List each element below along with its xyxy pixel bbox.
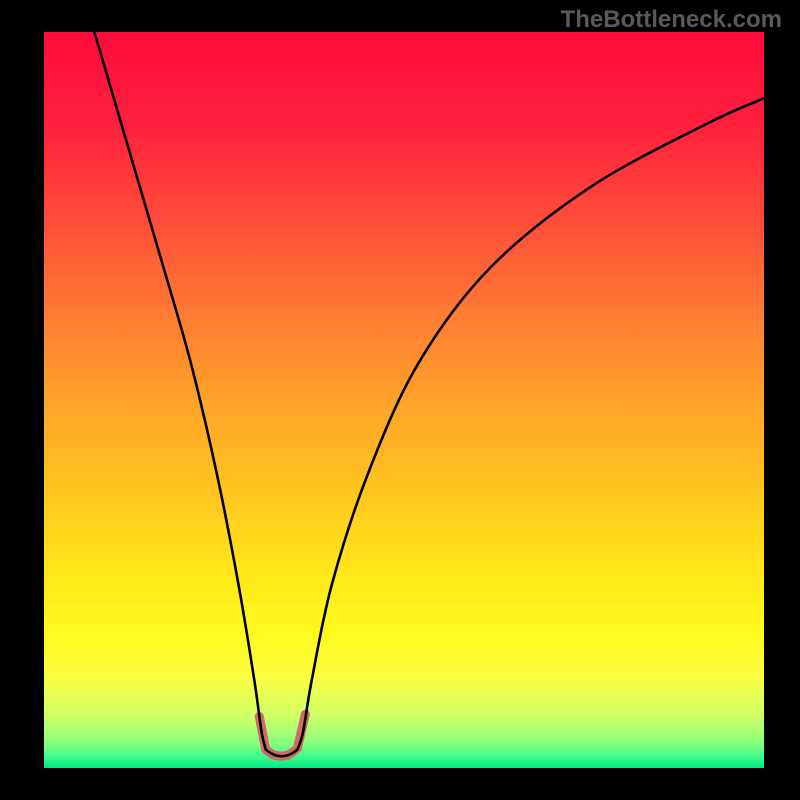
plot-svg: [44, 32, 764, 768]
plot-area: [44, 32, 764, 768]
figure-container: TheBottleneck.com: [0, 0, 800, 800]
watermark-text: TheBottleneck.com: [561, 6, 782, 34]
gradient-background: [44, 32, 764, 768]
